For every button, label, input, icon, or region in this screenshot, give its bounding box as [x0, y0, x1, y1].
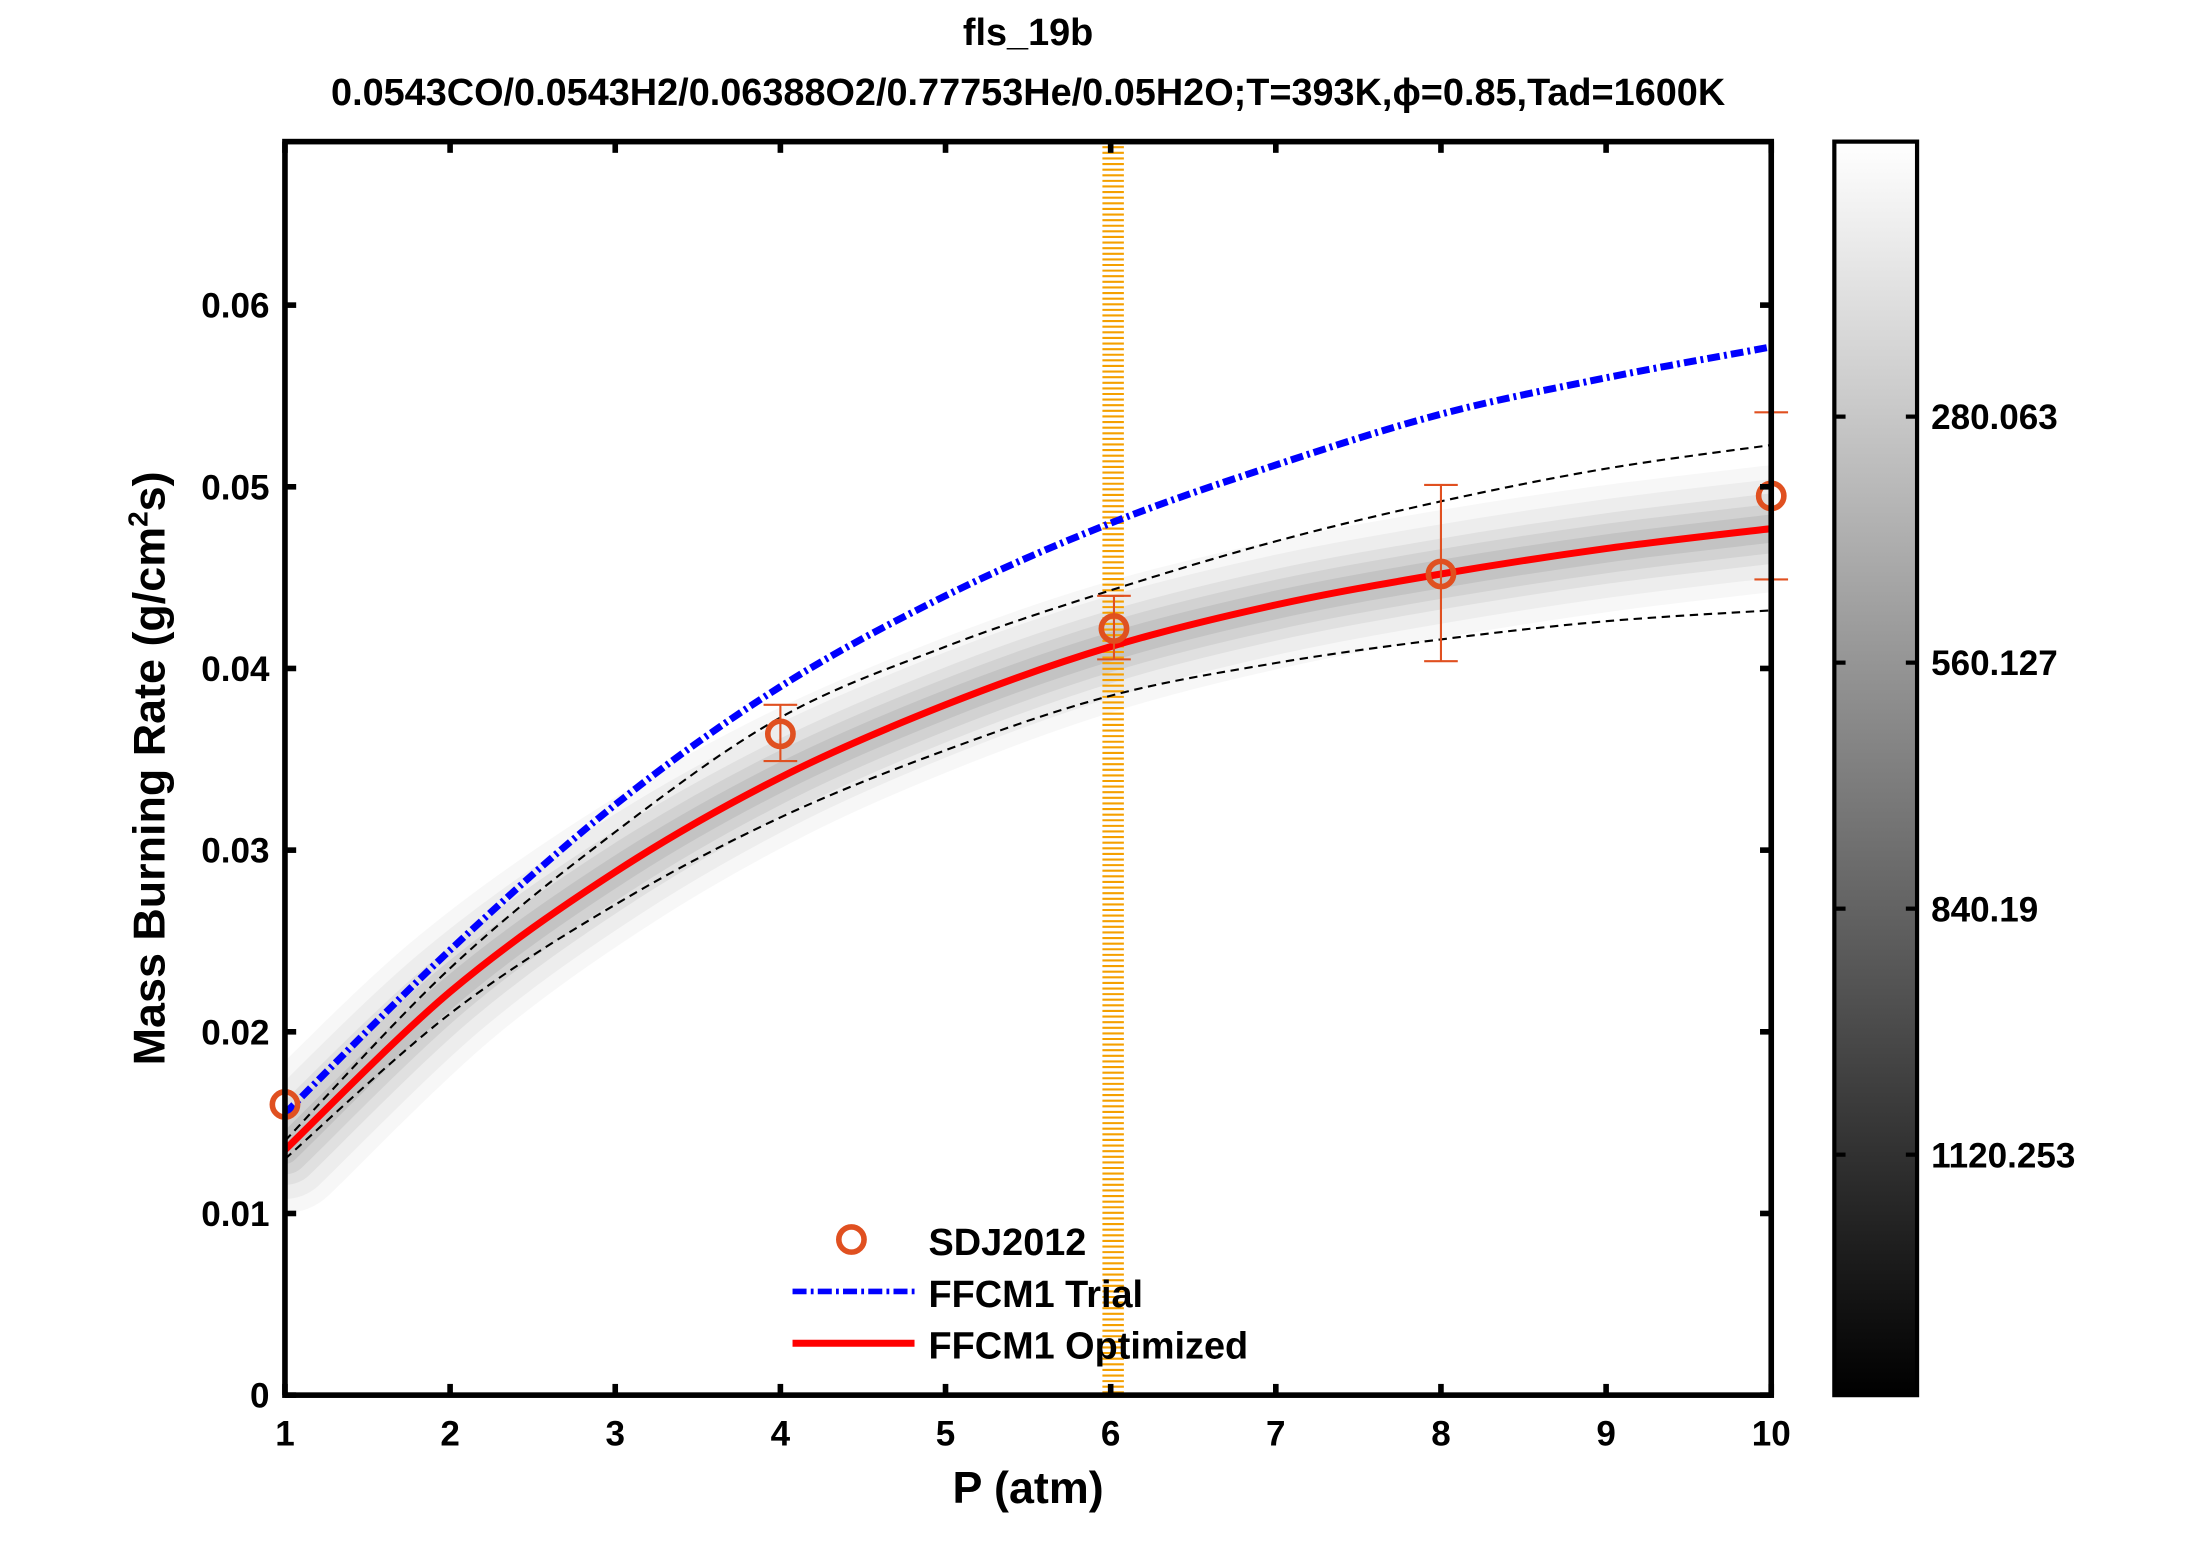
plot-clip-group — [284, 141, 1772, 1394]
axis-ticks: 1 2 3 4 5 6 7 8 9 10 0 0.01 0.02 0.03 0.04 0.05 0.06 — [201, 141, 1791, 1454]
x-tick-label: 7 — [1266, 1415, 1286, 1454]
uncertainty-bound-line-4 — [284, 609, 1772, 1160]
x-tick-label: 3 — [605, 1415, 625, 1454]
y-tick-label: 0.06 — [201, 287, 269, 326]
colorbar-ticks: 280.063 560.127 840.19 1120.253 — [1834, 398, 2075, 1175]
legend-label-trial: FFCM1 Trial — [929, 1274, 1143, 1316]
x-tick-label: 4 — [771, 1415, 791, 1454]
y-tick-label: 0.01 — [201, 1195, 269, 1234]
legend-label-optimized: FFCM1 Optimized — [929, 1326, 1249, 1368]
colorbar-tick-label: 1120.253 — [1931, 1136, 2075, 1175]
x-tick-label: 10 — [1752, 1415, 1791, 1454]
legend: SDJ2012 FFCM1 Trial FFCM1 Optimized — [792, 1222, 1249, 1368]
x-tick-label: 6 — [1101, 1415, 1121, 1454]
y-tick-label: 0.02 — [201, 1013, 269, 1052]
x-tick-label: 1 — [275, 1415, 295, 1454]
y-tick-label: 0.03 — [201, 832, 269, 871]
colorbar — [1832, 139, 1920, 1398]
x-tick-label: 8 — [1431, 1415, 1451, 1454]
colorbar-tick-label: 840.19 — [1931, 890, 2038, 929]
x-axis-label: P (atm) — [952, 1462, 1103, 1513]
axes-frame — [282, 138, 1775, 1398]
y-tick-label: 0 — [250, 1377, 270, 1416]
chart-subtitle: 0.0543CO/0.0543H2/0.06388O2/0.77753He/0.… — [331, 72, 1725, 114]
series-line-ffcm1-optimized — [284, 525, 1772, 1153]
x-tick-label: 2 — [440, 1415, 460, 1454]
legend-marker-sdj2012 — [836, 1224, 867, 1255]
legend-label-sdj2012: SDJ2012 — [929, 1222, 1087, 1264]
plot-area — [269, 141, 1789, 1394]
uncertainty-bound-line-3 — [284, 443, 1772, 1142]
colorbar-tick-label: 280.063 — [1931, 398, 2058, 437]
colorbar-tick-label: 560.127 — [1931, 644, 2058, 683]
y-tick-label: 0.04 — [201, 650, 270, 689]
data-point-sdj2012 — [1425, 558, 1457, 590]
y-axis-label: Mass Burning Rate (g/cm2s) — [123, 471, 175, 1065]
data-point-sdj2012 — [764, 718, 796, 750]
chart-title: fls_19b — [963, 12, 1093, 54]
x-tick-label: 5 — [936, 1415, 956, 1454]
y-tick-label: 0.05 — [201, 468, 269, 507]
uncertainty-shading-0 — [285, 529, 1771, 1150]
data-point-sdj2012 — [1098, 613, 1130, 644]
x-tick-label: 9 — [1596, 1415, 1616, 1454]
series-line-ffcm1-trial — [284, 343, 1772, 1117]
highlight-band — [1102, 141, 1124, 1394]
